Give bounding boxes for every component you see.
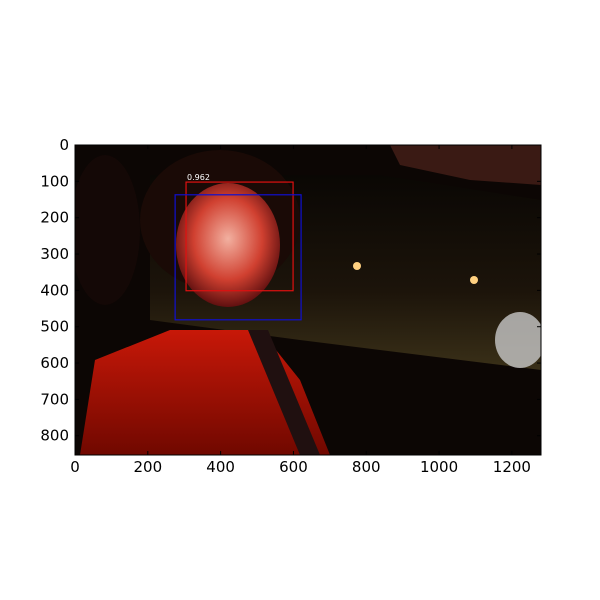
detection-box — [174, 194, 302, 321]
y-tick-label: 200 — [40, 209, 69, 227]
y-tick-label: 600 — [40, 354, 69, 372]
x-tick-label: 200 — [133, 458, 162, 476]
y-tick-label: 100 — [40, 172, 69, 190]
score-label: 0.962 — [187, 173, 210, 182]
photo — [75, 145, 541, 455]
x-tick-label: 600 — [279, 458, 308, 476]
axes-frame — [74, 144, 542, 456]
detection-box — [185, 181, 294, 292]
y-tick-label: 400 — [40, 281, 69, 299]
x-tick-label: 800 — [352, 458, 381, 476]
y-tick-label: 700 — [40, 390, 69, 408]
y-tick-label: 500 — [40, 318, 69, 336]
y-tick-label: 0 — [59, 136, 69, 154]
y-tick-label: 300 — [40, 245, 69, 263]
x-tick-label: 400 — [206, 458, 235, 476]
x-tick-label: 0 — [70, 458, 80, 476]
x-tick-label: 1200 — [493, 458, 531, 476]
x-tick-label: 1000 — [420, 458, 458, 476]
y-tick-label: 800 — [40, 427, 69, 445]
